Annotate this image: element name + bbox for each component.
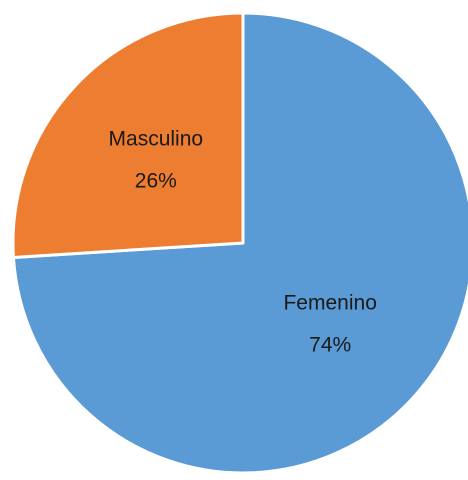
pie-slice xyxy=(11,11,468,475)
slice-value-label: 26% xyxy=(135,170,177,193)
slice-label: Masculino xyxy=(109,128,204,151)
pie-slice xyxy=(11,11,245,259)
slice-label: Femenino xyxy=(283,291,376,314)
slice-value-label: 74% xyxy=(309,333,351,356)
